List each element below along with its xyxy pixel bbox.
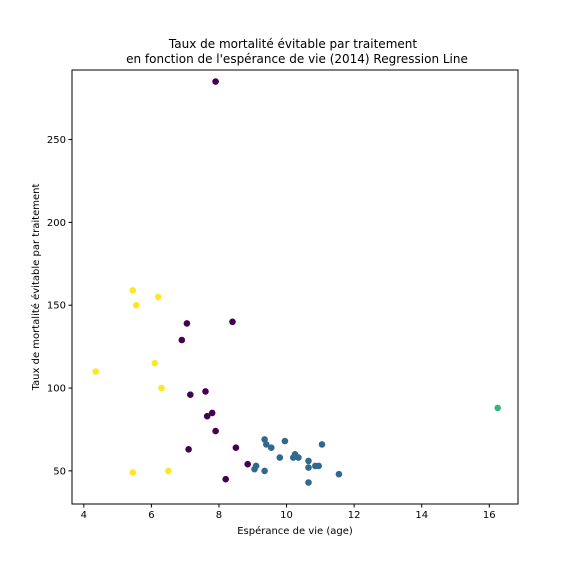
data-point-group1-1 (212, 78, 219, 85)
x-tick-label: 10 (280, 510, 293, 521)
data-point-group3-1 (494, 404, 502, 412)
x-tick-label: 16 (483, 510, 496, 521)
y-axis-ticks: 50 100 150 200 250 (47, 135, 72, 477)
data-point-group4-8 (129, 469, 137, 476)
data-point-group2-11 (305, 464, 312, 471)
data-point-group2-2 (263, 441, 270, 448)
data-point-group1-3 (229, 318, 236, 326)
y-tick-label: 50 (53, 466, 66, 477)
data-point-group2-15 (251, 465, 258, 473)
plot-area-frame (71, 69, 519, 505)
x-axis-label: Espérance de vie (age) (237, 525, 353, 537)
data-point-group1-9 (212, 427, 219, 435)
data-point-group2-8 (295, 454, 302, 461)
data-point-group1-13 (222, 475, 229, 483)
data-point-group2-18 (305, 479, 312, 486)
data-point-group4-2 (154, 293, 162, 301)
chart-title-line-2: en fonction de l'espérance de vie (2014)… (126, 52, 468, 66)
data-point-group2-5 (318, 441, 326, 448)
data-point-group2-16 (261, 467, 268, 475)
data-point-group1-2 (183, 320, 191, 327)
data-point-group2-1 (261, 436, 268, 443)
x-tick-label: 12 (348, 510, 361, 521)
data-point-group1-8 (203, 412, 211, 420)
data-point-group1-10 (232, 444, 240, 452)
y-tick-label: 200 (47, 218, 66, 229)
data-point-group2-17 (335, 470, 343, 478)
data-point-group1-5 (202, 388, 209, 395)
data-point-group1-11 (185, 446, 192, 453)
data-point-group4-3 (132, 301, 140, 309)
data-point-group2-7 (290, 454, 297, 461)
x-tick-label: 6 (148, 510, 154, 521)
data-point-group1-7 (208, 409, 216, 417)
y-tick-label: 250 (47, 135, 66, 146)
data-point-group2-10 (305, 457, 312, 465)
y-tick-label: 100 (47, 384, 66, 395)
x-tick-label: 8 (216, 510, 222, 521)
data-point-group1-12 (244, 460, 251, 468)
x-tick-label: 14 (415, 510, 428, 521)
data-points (92, 78, 502, 486)
data-point-group1-4 (178, 336, 186, 344)
data-point-group2-9 (276, 454, 284, 461)
x-axis-ticks: 4 6 8 10 12 14 16 (81, 504, 496, 521)
data-point-group4-5 (92, 368, 99, 375)
x-tick-label: 4 (81, 510, 87, 521)
data-point-group2-3 (268, 444, 275, 452)
data-point-group2-4 (281, 437, 289, 445)
y-axis-label: Taux de mortalité évitable par traitemen… (30, 184, 42, 392)
chart-title-line-1: Taux de mortalité évitable par traitemen… (168, 37, 417, 51)
data-point-group1-6 (187, 391, 194, 399)
y-tick-label: 150 (47, 301, 66, 312)
data-point-group4-1 (129, 287, 137, 294)
data-point-group4-7 (165, 467, 172, 475)
data-point-group4-4 (151, 359, 159, 367)
data-point-group2-13 (315, 462, 323, 470)
data-point-group4-6 (158, 384, 165, 392)
